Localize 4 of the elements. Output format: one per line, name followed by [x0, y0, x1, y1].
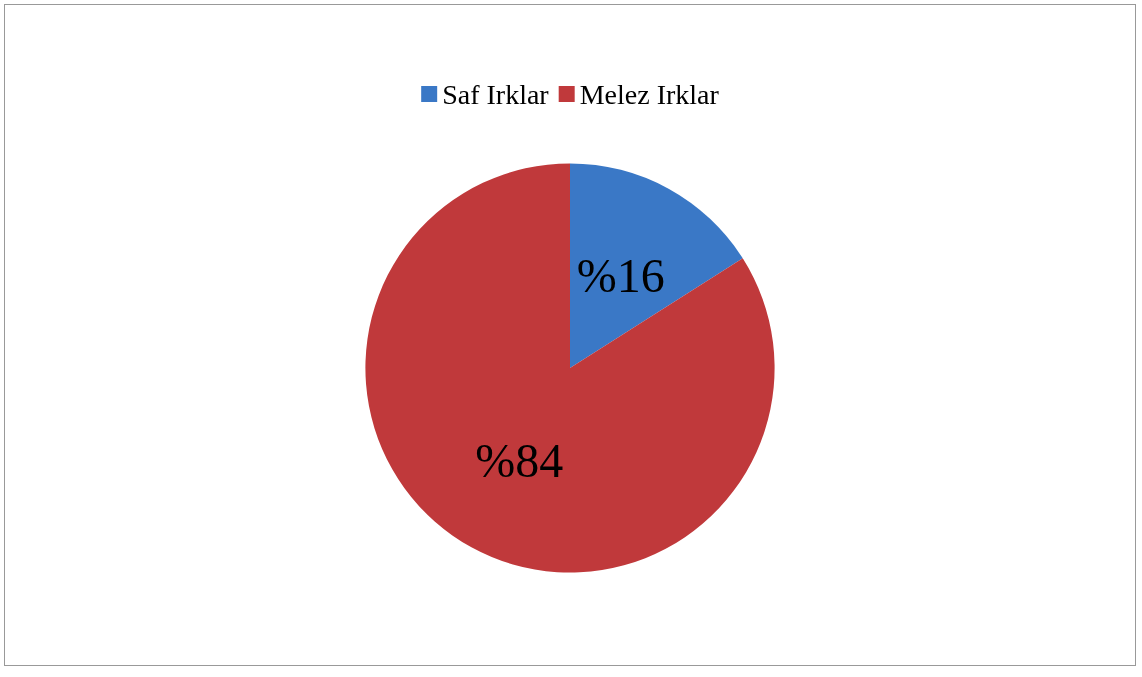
legend-label: Melez Irklar [579, 78, 720, 110]
data-label: %16 [576, 249, 665, 303]
data-label: %84 [475, 433, 564, 487]
legend-label: Saf Irklar [442, 78, 550, 110]
